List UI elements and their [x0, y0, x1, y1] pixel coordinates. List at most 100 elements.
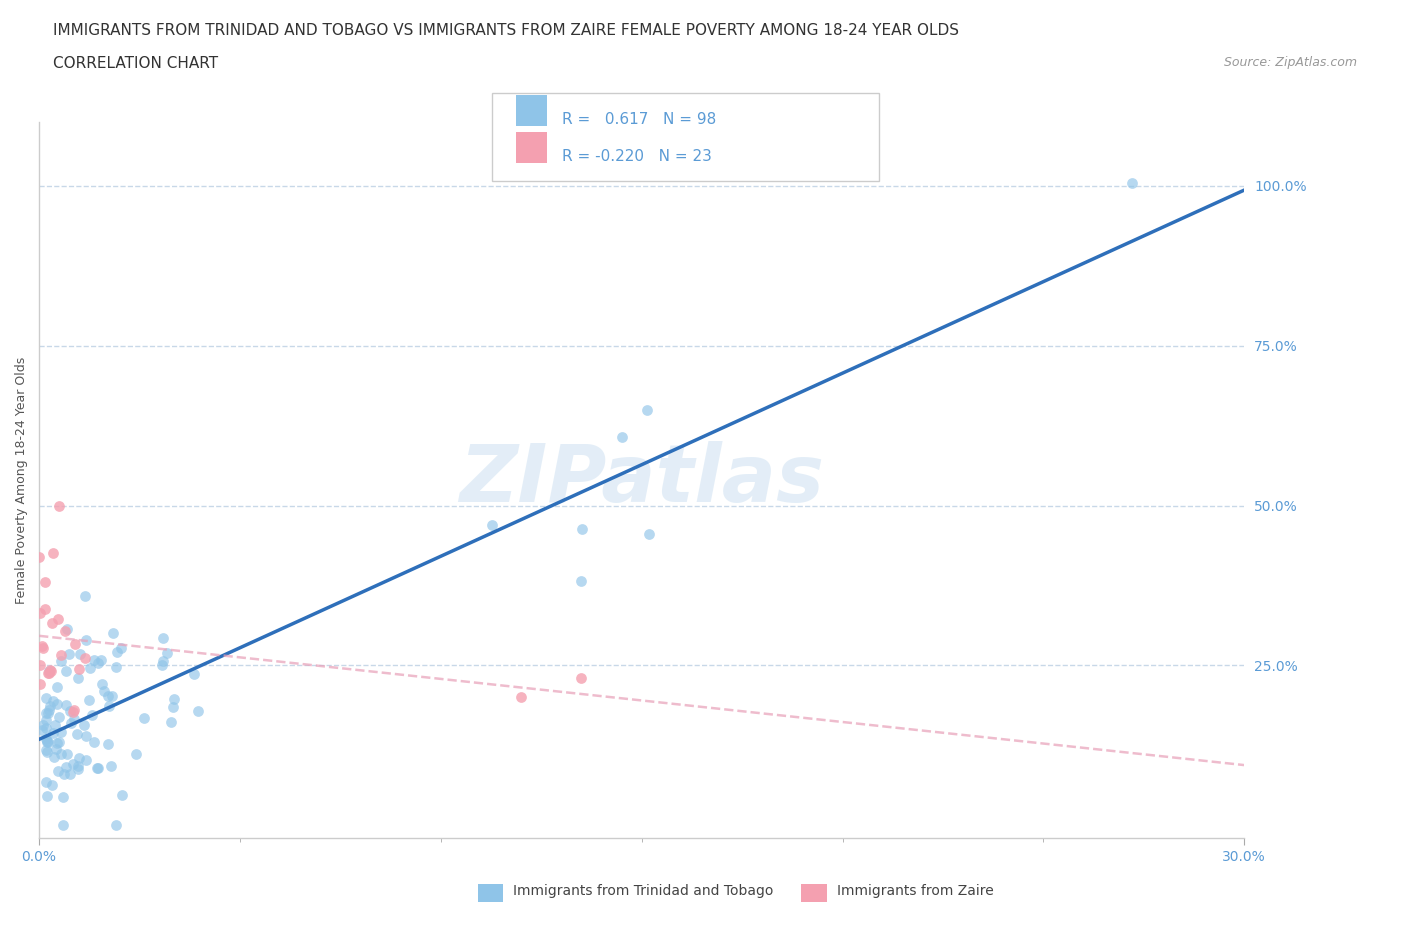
Point [48, 735, 70, 750]
Point [52, 790, 75, 804]
Point [37, 733, 59, 748]
Point [31, 723, 53, 737]
Point [571, 573, 593, 588]
Point [110, 641, 132, 656]
Point [35, 712, 58, 727]
Point [58, 646, 80, 661]
Point [104, 659, 127, 674]
Text: Immigrants from Trinidad and Tobago: Immigrants from Trinidad and Tobago [513, 884, 773, 898]
Point [31, 639, 53, 654]
Point [150, 658, 173, 672]
Point [38, 664, 60, 679]
Point [183, 666, 205, 681]
Point [79, 693, 101, 708]
Point [111, 787, 134, 802]
Point [51, 725, 73, 740]
Point [35, 732, 58, 747]
Point [44, 717, 66, 732]
Point [79, 660, 101, 675]
Point [48, 710, 70, 724]
Point [63, 702, 86, 717]
Point [65, 636, 87, 651]
Point [571, 522, 593, 537]
Point [97, 737, 120, 751]
Point [163, 692, 186, 707]
Point [66, 759, 89, 774]
Point [37, 735, 59, 750]
Point [35, 691, 58, 706]
Point [35, 744, 58, 759]
Point [56, 746, 79, 761]
Point [37, 705, 59, 720]
Text: Immigrants from Zaire: Immigrants from Zaire [837, 884, 993, 898]
Point [37, 735, 59, 750]
Point [48, 498, 70, 513]
Point [125, 747, 148, 762]
Point [62, 756, 84, 771]
Point [42, 545, 65, 560]
Point [66, 726, 89, 741]
Point [37, 666, 59, 681]
Point [35, 742, 58, 757]
Point [39, 698, 62, 713]
Point [73, 650, 96, 665]
Point [38, 703, 60, 718]
Point [39, 664, 62, 679]
Point [35, 721, 58, 736]
Point [610, 430, 633, 445]
Point [46, 764, 69, 778]
Point [103, 625, 125, 640]
Point [87, 656, 110, 671]
Point [105, 817, 128, 832]
Point [46, 679, 69, 694]
Point [90, 676, 112, 691]
Point [34, 575, 56, 590]
Point [75, 753, 97, 768]
Point [42, 693, 65, 708]
Point [46, 611, 69, 626]
Point [86, 761, 108, 776]
Point [42, 750, 65, 764]
Point [101, 688, 124, 703]
Point [83, 653, 105, 668]
Point [42, 726, 65, 741]
Point [32, 718, 55, 733]
Point [38, 666, 60, 681]
Point [34, 705, 56, 720]
Point [152, 631, 174, 646]
Point [162, 699, 184, 714]
Text: CORRELATION CHART: CORRELATION CHART [53, 56, 218, 71]
Text: IMMIGRANTS FROM TRINIDAD AND TOBAGO VS IMMIGRANTS FROM ZAIRE FEMALE POVERTY AMON: IMMIGRANTS FROM TRINIDAD AND TOBAGO VS I… [53, 23, 959, 38]
Point [55, 663, 77, 678]
Point [75, 728, 97, 743]
Point [90, 653, 112, 668]
Point [97, 688, 120, 703]
Point [28, 676, 51, 691]
Point [55, 698, 77, 712]
Point [38, 662, 60, 677]
Point [55, 760, 77, 775]
Point [156, 646, 179, 661]
Point [53, 767, 76, 782]
Point [49, 747, 72, 762]
Point [28, 658, 51, 672]
Point [62, 711, 84, 726]
Point [30, 605, 52, 620]
Point [34, 601, 56, 616]
Point [62, 704, 84, 719]
Point [59, 704, 82, 719]
Point [53, 623, 76, 638]
Point [67, 671, 90, 685]
Point [100, 758, 122, 773]
Point [75, 589, 97, 604]
Point [159, 714, 181, 729]
Point [105, 644, 128, 659]
Point [97, 699, 120, 714]
Point [67, 661, 90, 676]
Point [59, 716, 82, 731]
Point [87, 761, 110, 776]
Point [35, 775, 58, 790]
Point [186, 704, 208, 719]
Point [51, 647, 73, 662]
Point [73, 718, 96, 733]
